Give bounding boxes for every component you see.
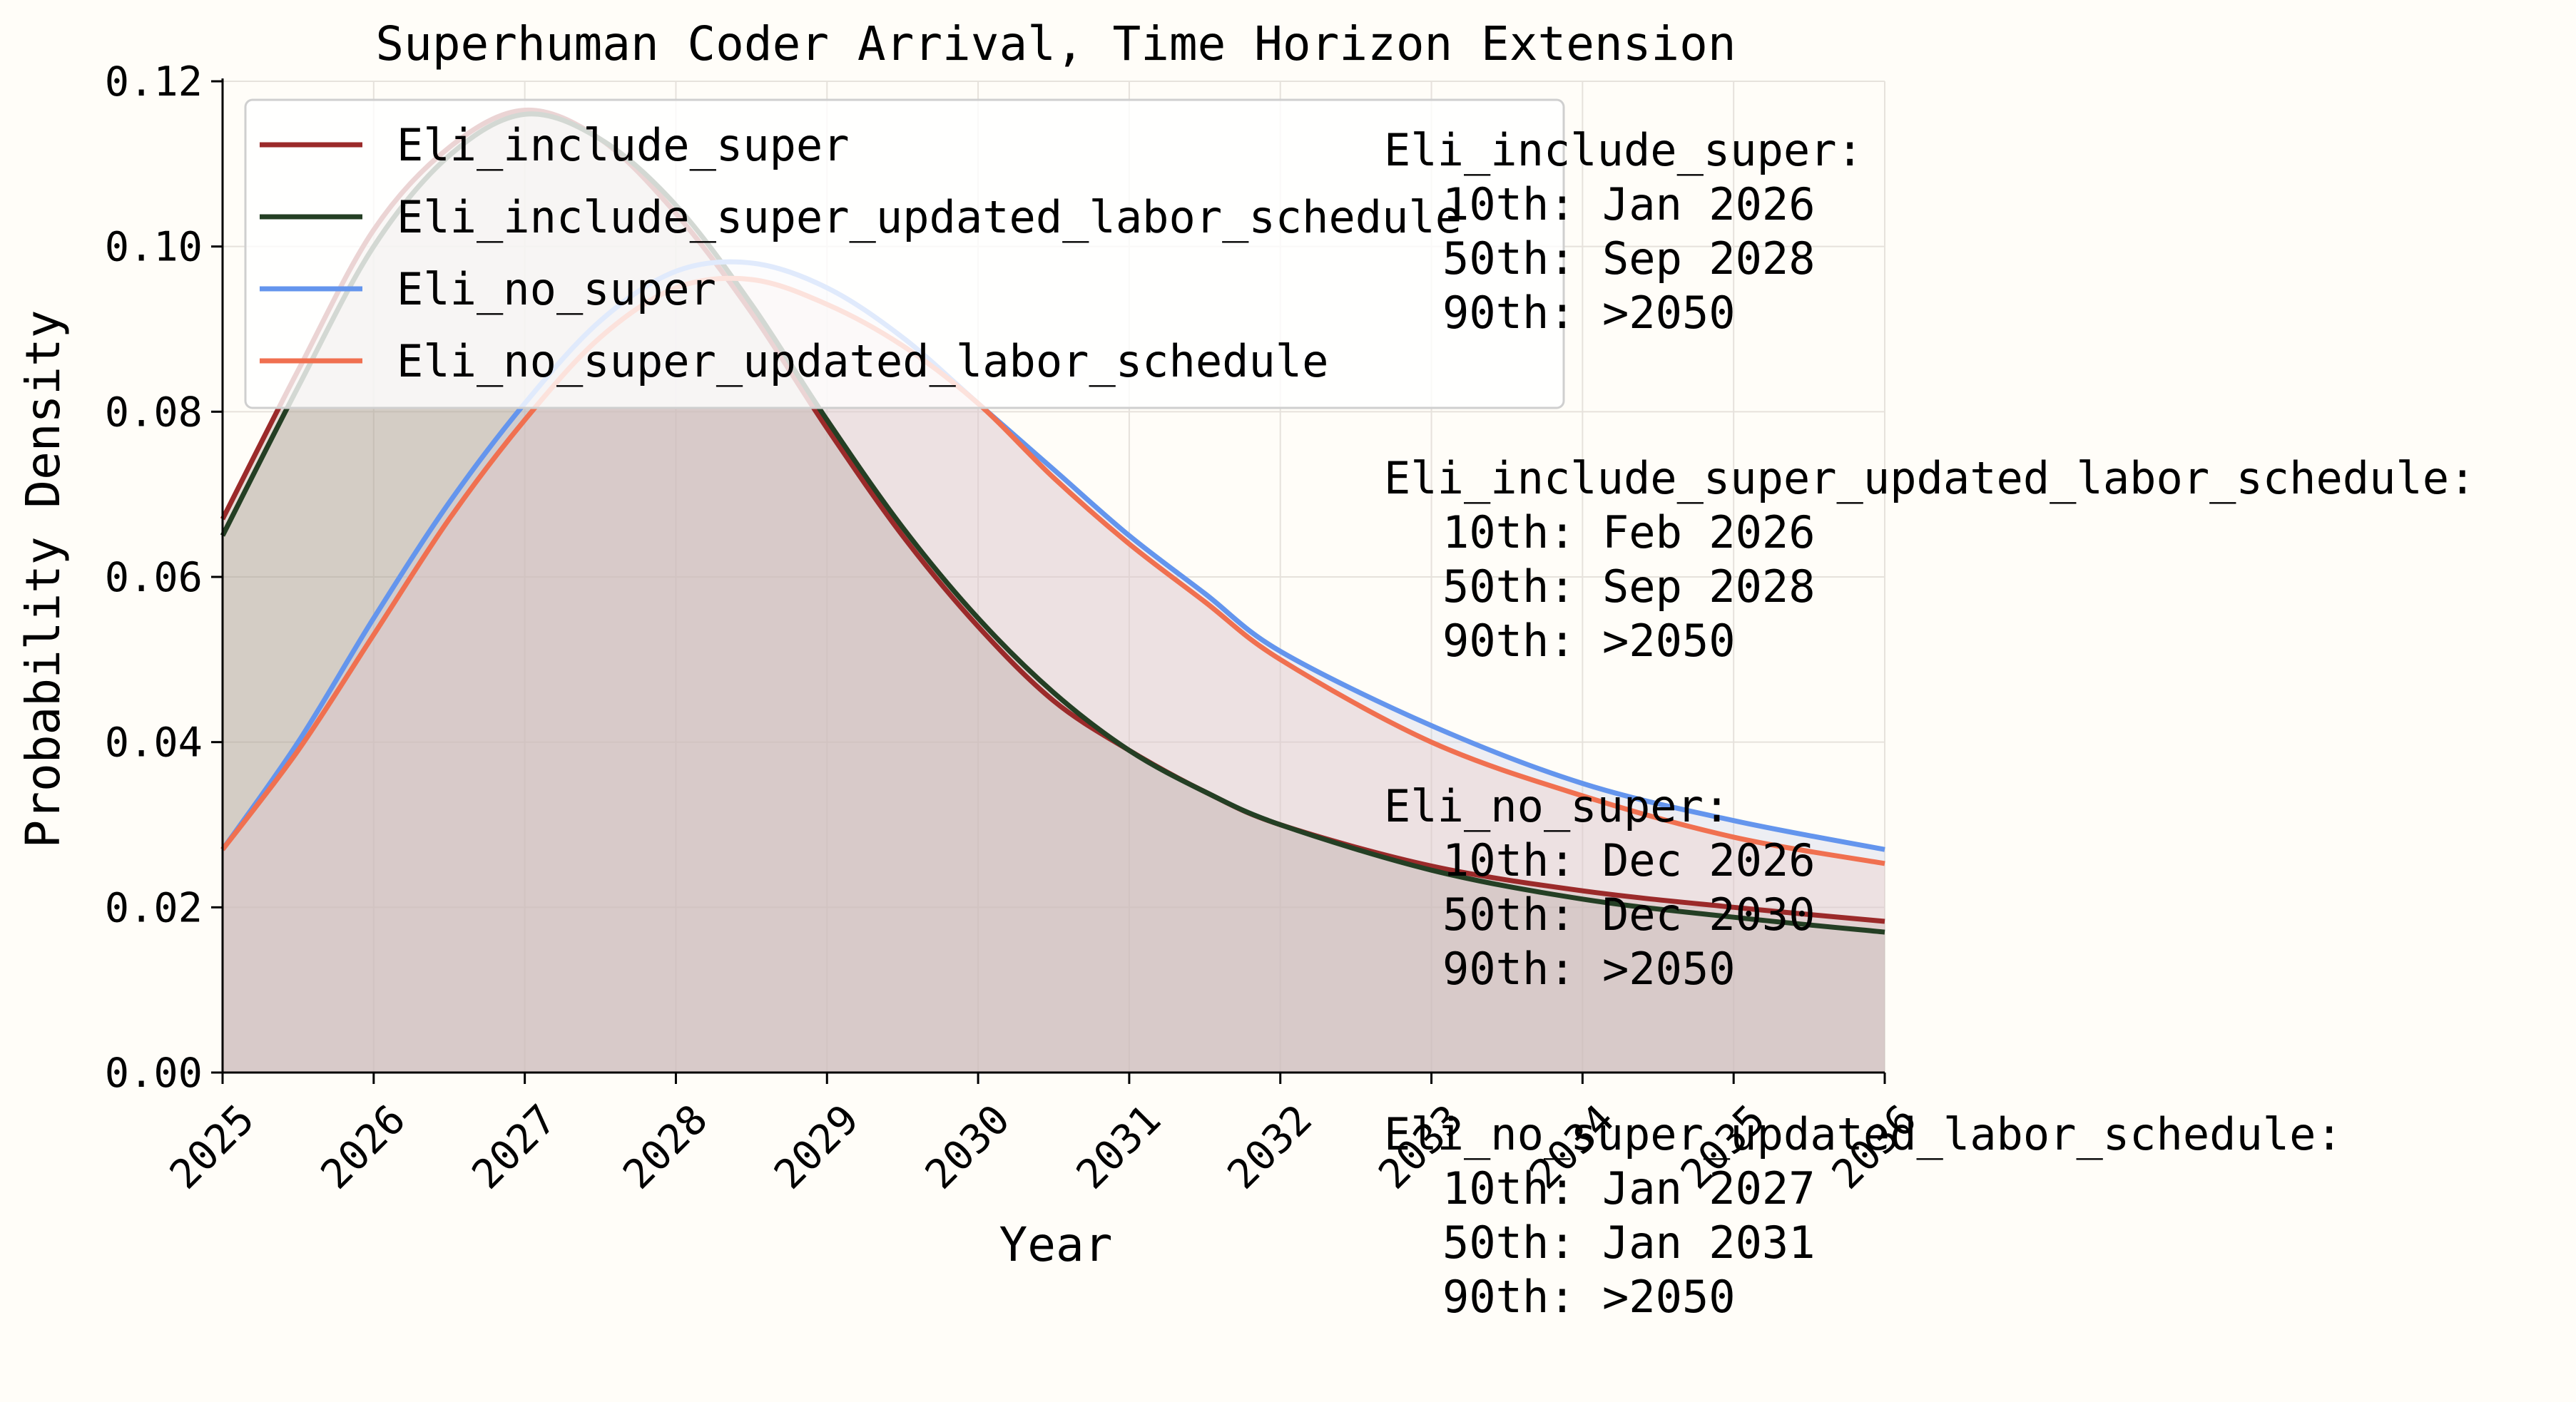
y-tick-label-2: 0.04 xyxy=(105,720,203,767)
legend: Eli_include_super Eli_include_super_updat… xyxy=(244,98,1565,409)
x-axis-label: Year xyxy=(999,1217,1113,1272)
legend-label-3: Eli_no_super_updated_labor_schedule xyxy=(397,335,1328,387)
annotation-header-1: Eli_include_super_updated_labor_schedule… xyxy=(1384,452,2475,504)
series-fill-2 xyxy=(223,262,1885,1073)
annotation-header-0: Eli_include_super: xyxy=(1384,124,1863,176)
annotation-p50-2: 50th: Dec 2030 xyxy=(1442,889,1816,941)
y-tick-label-5: 0.10 xyxy=(105,224,203,271)
y-tick-label-6: 0.12 xyxy=(105,58,203,106)
annotation-p50-1: 50th: Sep 2028 xyxy=(1442,561,1816,613)
y-tick-label-0: 0.00 xyxy=(105,1050,203,1097)
y-tick-label-4: 0.08 xyxy=(105,389,203,436)
y-axis-label: Probability Density xyxy=(16,310,71,849)
annotation-p10-0: 10th: Jan 2026 xyxy=(1442,178,1816,230)
annotation-p10-2: 10th: Dec 2026 xyxy=(1442,834,1816,886)
annotation-p90-3: 90th: >2050 xyxy=(1442,1271,1736,1323)
chart-title: Superhuman Coder Arrival, Time Horizon E… xyxy=(375,16,1736,71)
annotation-p50-3: 50th: Jan 2031 xyxy=(1442,1217,1816,1269)
legend-box xyxy=(244,98,1565,409)
legend-label-2: Eli_no_super xyxy=(397,263,716,315)
annotation-header-3: Eli_no_super_updated_labor_schedule: xyxy=(1384,1108,2343,1160)
annotation-p90-0: 90th: >2050 xyxy=(1442,287,1736,339)
annotation-p50-0: 50th: Sep 2028 xyxy=(1442,232,1816,285)
legend-label-0: Eli_include_super xyxy=(397,119,850,171)
legend-label-1: Eli_include_super_updated_labor_schedule xyxy=(397,191,1462,243)
annotation-p10-1: 10th: Feb 2026 xyxy=(1442,506,1816,558)
annotation-p90-1: 90th: >2050 xyxy=(1442,615,1736,667)
annotation-p10-3: 10th: Jan 2027 xyxy=(1442,1162,1816,1214)
annotation-header-2: Eli_no_super: xyxy=(1384,780,1730,832)
y-tick-label-3: 0.06 xyxy=(105,554,203,601)
annotation-p90-2: 90th: >2050 xyxy=(1442,943,1736,995)
y-tick-label-1: 0.02 xyxy=(105,884,203,931)
